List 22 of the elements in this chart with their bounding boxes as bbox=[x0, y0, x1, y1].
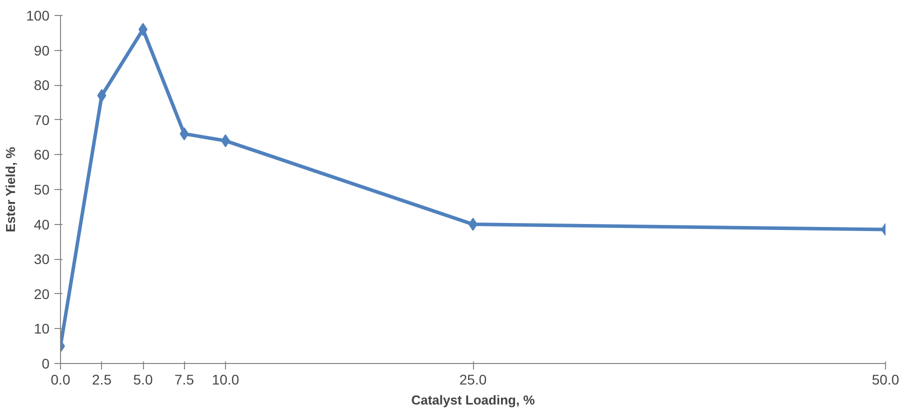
y-tick-label: 80 bbox=[34, 77, 50, 94]
x-tick-label: 10.0 bbox=[212, 372, 240, 388]
y-tick-label: 10 bbox=[34, 320, 50, 337]
x-axis-title: Catalyst Loading, % bbox=[411, 392, 536, 408]
x-tick-label: 2.5 bbox=[92, 372, 112, 388]
x-tick-label: 5.0 bbox=[133, 372, 153, 388]
y-tick-label: 60 bbox=[34, 146, 50, 163]
y-tick-label: 50 bbox=[34, 182, 50, 198]
point bbox=[180, 127, 189, 140]
y-tick-label: 40 bbox=[34, 216, 50, 232]
y-tick-label: 0 bbox=[42, 356, 50, 372]
y-tick-label: 30 bbox=[34, 251, 50, 268]
x-tick-label: 7.5 bbox=[174, 372, 194, 388]
y-tick-label: 90 bbox=[34, 42, 50, 58]
y-tick-label: 70 bbox=[34, 112, 50, 128]
x-tick-label: 0.0 bbox=[50, 372, 70, 388]
x-tick-label: 25.0 bbox=[459, 372, 487, 388]
y-tick-label: 100 bbox=[26, 8, 50, 24]
y-tick-label: 20 bbox=[34, 286, 50, 302]
x-tick-label: 50.0 bbox=[872, 372, 900, 388]
point bbox=[97, 89, 106, 102]
y-axis-title: Ester Yield, % bbox=[3, 146, 18, 232]
